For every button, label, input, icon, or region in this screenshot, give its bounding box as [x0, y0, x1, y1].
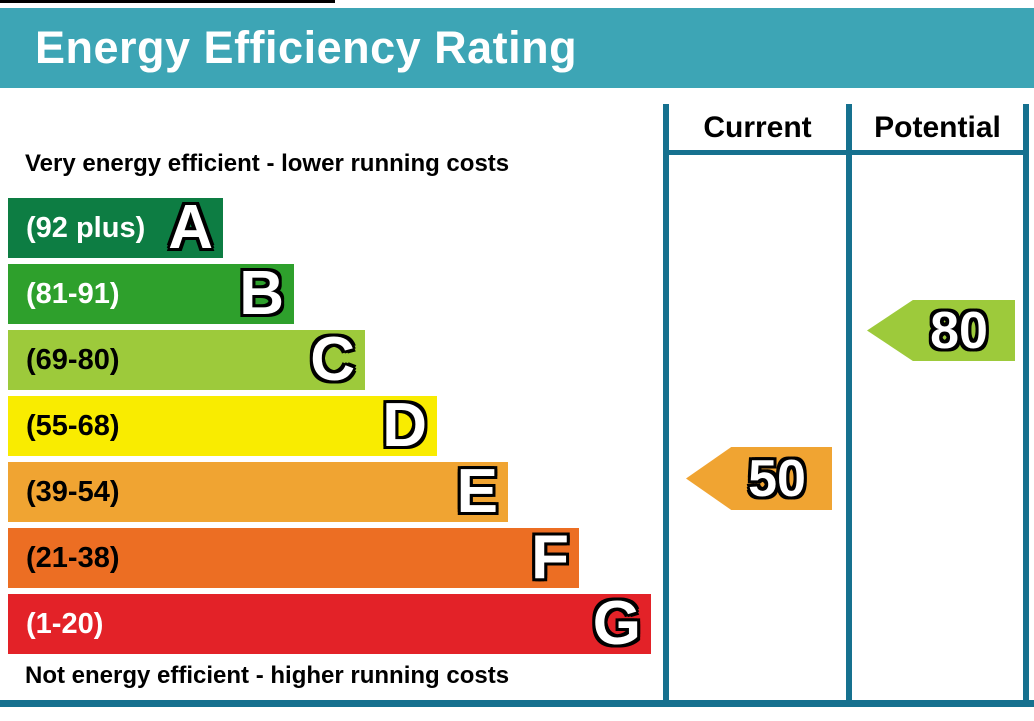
band-row-f: (21-38) F [8, 523, 579, 592]
potential-rating-arrow: 80 [867, 300, 1015, 361]
potential-rating-value: 80 [930, 301, 988, 360]
title-bar: Energy Efficiency Rating [0, 8, 1034, 88]
band-row-e: (39-54) E [8, 457, 508, 526]
current-rating-value: 50 [748, 449, 806, 508]
table-divider-middle [846, 104, 852, 700]
band-range: (1-20) [26, 607, 104, 640]
current-rating-arrow: 50 [686, 447, 832, 510]
band-range: (39-54) [26, 475, 120, 508]
table-divider-right [1023, 104, 1029, 700]
potential-column-header: Potential [874, 111, 1001, 144]
band-row-g: (1-20) G [8, 589, 651, 658]
band-letter: D [382, 391, 427, 460]
bottom-border-bar [0, 700, 1034, 707]
band-range: (21-38) [26, 541, 120, 574]
band-letter: B [239, 259, 284, 328]
table-divider-left [663, 104, 669, 700]
band-row-d: (55-68) D [8, 391, 437, 460]
inefficient-note: Not energy efficient - higher running co… [25, 662, 510, 689]
band-range: (69-80) [26, 343, 120, 376]
band-range: (81-91) [26, 277, 120, 310]
band-row-a: (92 plus) A [8, 193, 223, 262]
band-row-c: (69-80) C [8, 325, 365, 394]
page-title: Energy Efficiency Rating [35, 22, 578, 73]
band-range: (92 plus) [26, 211, 146, 244]
table-header-underline [663, 150, 1029, 155]
band-range: (55-68) [26, 409, 120, 442]
band-letter: E [456, 457, 498, 526]
efficient-note: Very energy efficient - lower running co… [25, 150, 510, 177]
current-column-header: Current [703, 111, 812, 144]
top-border-line [0, 0, 335, 3]
band-row-b: (81-91) B [8, 259, 294, 328]
band-letter: A [168, 193, 213, 262]
band-letter: F [531, 523, 569, 592]
band-letter: C [310, 325, 355, 394]
band-letter: G [592, 589, 641, 658]
